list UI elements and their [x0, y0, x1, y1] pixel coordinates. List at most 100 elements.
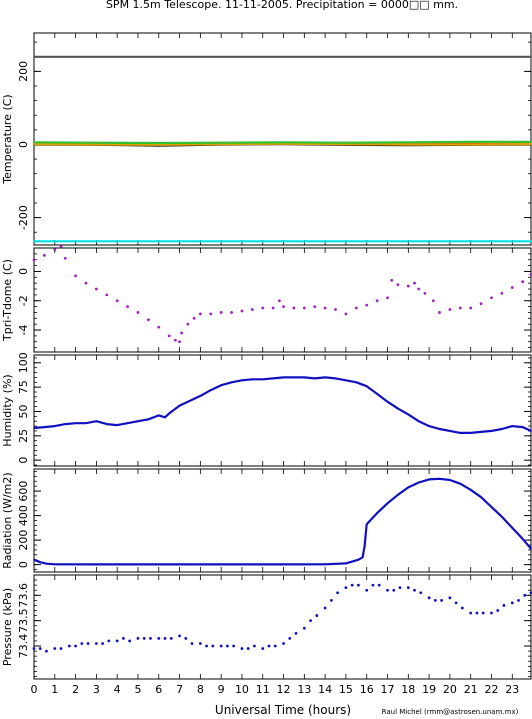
- data-point: [74, 644, 77, 648]
- data-point: [357, 583, 360, 587]
- data-point: [386, 296, 389, 300]
- data-point: [355, 381, 358, 384]
- series-1: [32, 583, 532, 653]
- data-point: [530, 430, 532, 432]
- y-tick-label: -4: [17, 325, 30, 336]
- data-point: [480, 431, 482, 433]
- data-point: [267, 644, 271, 648]
- data-point: [59, 647, 63, 650]
- data-point: [32, 647, 36, 650]
- data-point: [357, 558, 360, 561]
- data-point: [428, 425, 431, 427]
- data-point: [116, 424, 119, 427]
- data-point: [344, 586, 348, 590]
- data-point: [392, 588, 396, 592]
- data-point: [386, 588, 389, 592]
- data-point: [417, 481, 420, 484]
- data-point: [417, 420, 420, 423]
- x-tick-label: 4: [114, 683, 121, 696]
- data-point: [460, 606, 464, 610]
- x-tick-label: 11: [256, 683, 270, 696]
- data-point: [324, 563, 327, 566]
- data-point: [53, 647, 57, 650]
- data-point: [251, 378, 254, 381]
- data-point: [211, 644, 215, 648]
- data-point: [32, 258, 36, 262]
- data-point: [164, 416, 166, 419]
- data-point: [344, 312, 348, 316]
- data-point: [375, 299, 379, 303]
- data-point: [198, 312, 202, 316]
- series-1: [33, 55, 532, 58]
- x-tick-label: 20: [443, 683, 457, 696]
- x-tick-label: 22: [484, 683, 498, 696]
- data-point: [479, 302, 483, 306]
- y-tick-label: 0: [17, 561, 30, 568]
- data-point: [500, 515, 503, 518]
- data-point: [529, 272, 532, 276]
- data-point: [142, 637, 146, 640]
- y-tick-label: 400: [17, 505, 30, 526]
- data-point: [85, 422, 87, 425]
- data-point: [33, 141, 35, 144]
- y-tick-label: -2: [17, 295, 30, 306]
- y-tick-label: 25: [17, 429, 30, 443]
- data-point: [417, 287, 421, 291]
- data-point: [469, 143, 472, 146]
- x-tick-label: 16: [360, 683, 374, 696]
- data-point: [38, 647, 42, 650]
- data-point: [521, 537, 524, 540]
- data-point: [94, 287, 98, 291]
- data-point: [490, 611, 493, 615]
- data-point: [157, 414, 160, 417]
- x-tick-label: 19: [422, 683, 436, 696]
- data-point: [240, 309, 244, 313]
- data-point: [406, 284, 410, 288]
- data-point: [365, 303, 369, 307]
- x-axis: 0 1 2 3 4 5 6 7 8 9 10 11 12 13 14 15 16 17 18 19 20 21 22 23: [31, 683, 520, 696]
- data-point: [95, 563, 98, 566]
- y-tick-label: 73.4: [17, 634, 30, 659]
- data-point: [64, 423, 67, 426]
- data-point: [371, 583, 375, 587]
- data-point: [95, 141, 98, 144]
- y-tick-label: -200: [17, 205, 30, 230]
- data-point: [428, 478, 431, 481]
- data-point: [407, 141, 410, 144]
- panel-frame: [33, 247, 532, 353]
- data-point: [529, 591, 532, 595]
- series-1: [32, 245, 532, 344]
- y-axis-label: Humidity (%): [1, 374, 14, 446]
- data-point: [273, 644, 277, 648]
- data-point: [469, 431, 472, 434]
- data-point: [282, 642, 285, 645]
- data-point: [230, 381, 233, 384]
- data-point: [386, 400, 389, 403]
- data-point: [192, 316, 196, 320]
- data-point: [128, 639, 132, 643]
- data-point: [33, 55, 35, 58]
- series-line: [33, 477, 532, 566]
- x-tick-label: 8: [197, 683, 204, 696]
- x-tick-label: 7: [176, 683, 183, 696]
- x-tick-label: 21: [464, 683, 478, 696]
- data-point: [157, 143, 160, 146]
- data-point: [74, 274, 77, 278]
- data-point: [448, 308, 452, 311]
- data-point: [42, 253, 46, 257]
- data-point: [448, 479, 451, 481]
- data-point: [469, 611, 473, 615]
- data-point: [122, 637, 125, 640]
- data-point: [323, 306, 327, 310]
- data-point: [407, 486, 410, 489]
- data-point: [334, 308, 337, 311]
- data-point: [67, 644, 71, 648]
- data-point: [157, 325, 161, 329]
- x-tick-label: 5: [134, 683, 141, 696]
